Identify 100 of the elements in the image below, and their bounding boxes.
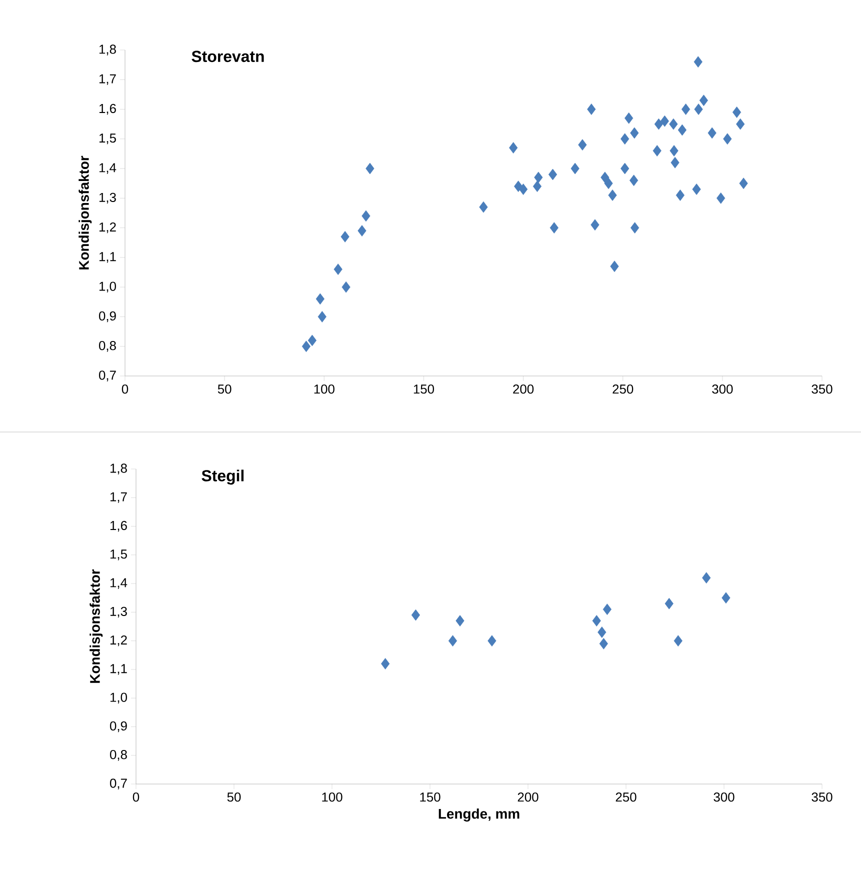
- point: [630, 174, 638, 186]
- point: [456, 615, 464, 626]
- point: [381, 658, 390, 670]
- point: [732, 106, 742, 118]
- point: [652, 145, 662, 156]
- point: [624, 112, 634, 124]
- x-tick-label: 100: [314, 384, 334, 394]
- y-tick-label: 1,3: [99, 192, 116, 204]
- x-tick-label: 50: [227, 792, 241, 802]
- point: [694, 56, 702, 68]
- y-tick-label: 1,6: [110, 520, 127, 532]
- y-tick-label: 1,5: [110, 550, 127, 560]
- point: [334, 264, 342, 275]
- x-tick-label: 0: [132, 792, 140, 802]
- y-tick-label: 1,3: [110, 606, 127, 618]
- point: [620, 133, 630, 145]
- y-tick-label: 0,9: [110, 721, 127, 732]
- y-tick-label: 1,5: [99, 134, 116, 144]
- y-tick-label: 1,2: [99, 222, 116, 234]
- x-tick-label: 50: [218, 384, 232, 394]
- point: [358, 225, 366, 236]
- y-tick-label: 1,4: [110, 578, 128, 589]
- y-tick-label: 0,8: [110, 750, 127, 761]
- x-tick-label: 300: [712, 384, 733, 394]
- point: [620, 162, 630, 174]
- y-tick-label: 1,1: [110, 664, 127, 675]
- x-tick-label: 0: [122, 384, 128, 394]
- point: [599, 638, 608, 650]
- point: [509, 142, 518, 154]
- y-tick-label: 1,0: [99, 282, 116, 292]
- point: [692, 184, 701, 195]
- y-tick-label: 1,4: [99, 163, 116, 174]
- chart-title: Stegil: [202, 470, 244, 485]
- point: [488, 635, 496, 646]
- point: [608, 190, 617, 201]
- point: [362, 210, 370, 222]
- y-tick-label: 1,6: [99, 104, 116, 115]
- x-tick-label: 150: [420, 792, 440, 802]
- point: [448, 635, 458, 646]
- point: [660, 115, 669, 127]
- point: [318, 311, 326, 322]
- point: [366, 162, 374, 174]
- point: [716, 192, 726, 204]
- x-tick-label: 300: [714, 792, 734, 802]
- y-tick-label: 1,7: [99, 74, 116, 85]
- point: [342, 281, 350, 293]
- point: [708, 127, 716, 139]
- point: [570, 162, 580, 174]
- point: [670, 145, 678, 156]
- point: [532, 180, 542, 192]
- y-tick-label: 1,0: [110, 692, 127, 704]
- point: [587, 104, 596, 115]
- chart-title: Storevatn: [192, 50, 264, 62]
- y-tick-label: 1,7: [110, 492, 127, 503]
- x-tick-label: 250: [616, 792, 636, 802]
- point: [630, 222, 640, 234]
- y-tick-label: 1,8: [110, 464, 127, 474]
- point: [604, 178, 613, 190]
- point: [602, 604, 612, 615]
- point: [592, 615, 601, 626]
- y-tick-label: 1,1: [99, 252, 116, 263]
- point: [590, 219, 600, 231]
- point: [630, 127, 639, 139]
- point: [302, 340, 311, 352]
- point: [739, 178, 748, 190]
- point: [702, 572, 711, 584]
- point: [694, 104, 703, 115]
- point: [681, 104, 690, 115]
- point: [548, 168, 558, 180]
- point: [411, 609, 420, 621]
- point: [308, 334, 317, 346]
- point: [699, 94, 708, 106]
- y-tick-label: 0,7: [98, 370, 116, 382]
- y-tick-label: 0,8: [98, 341, 116, 352]
- x-axis-title: Lengde, mm: [438, 808, 520, 822]
- x-tick-label: 200: [513, 384, 534, 394]
- point: [664, 598, 674, 610]
- point: [578, 139, 587, 151]
- point: [518, 184, 528, 195]
- point: [674, 635, 682, 646]
- point: [669, 118, 678, 130]
- x-tick-label: 250: [612, 384, 634, 394]
- point: [722, 592, 730, 604]
- point: [610, 260, 619, 272]
- y-axis-title: Kondisjonsfaktor: [90, 569, 103, 683]
- y-tick-label: 1,2: [110, 635, 127, 646]
- y-tick-label: 1,8: [99, 44, 116, 56]
- x-tick-label: 350: [812, 792, 832, 802]
- point: [316, 293, 324, 305]
- point: [736, 118, 745, 130]
- point: [676, 190, 685, 201]
- point: [723, 133, 732, 145]
- point: [670, 156, 680, 168]
- y-tick-label: 0,7: [110, 778, 127, 790]
- y-tick-label: 0,9: [98, 311, 116, 322]
- point: [479, 201, 488, 213]
- x-tick-label: 350: [812, 384, 832, 394]
- point: [550, 222, 558, 234]
- point: [600, 172, 610, 184]
- x-tick-label: 150: [414, 384, 434, 394]
